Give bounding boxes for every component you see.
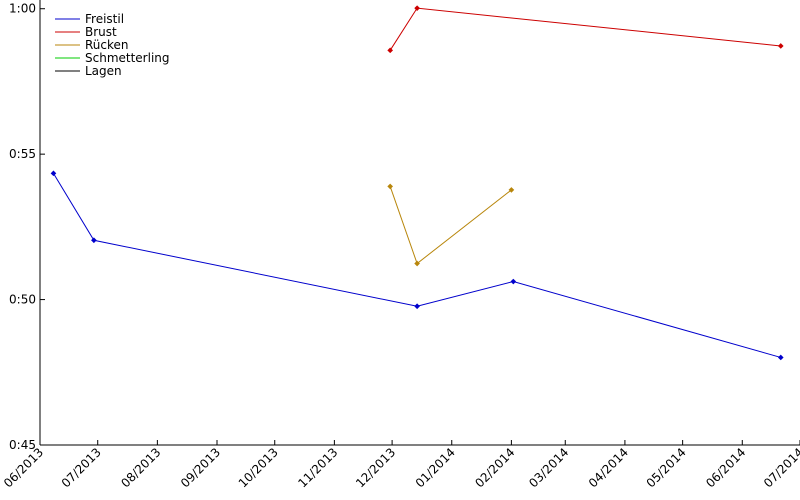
series-lines bbox=[50, 5, 784, 361]
series-line-2 bbox=[389, 186, 512, 265]
legend-label: Freistil bbox=[85, 12, 124, 26]
data-point bbox=[414, 303, 420, 310]
y-tick-label: 0:55 bbox=[9, 147, 36, 161]
data-point bbox=[414, 5, 420, 11]
series-line-1 bbox=[389, 7, 781, 51]
x-tick-label: 10/2013 bbox=[236, 445, 281, 490]
x-tick-label: 06/2014 bbox=[703, 445, 748, 490]
legend-label: Lagen bbox=[85, 64, 122, 78]
y-tick-label: 0:45 bbox=[9, 438, 36, 452]
data-point bbox=[50, 170, 57, 177]
data-point bbox=[510, 278, 517, 285]
data-point bbox=[508, 187, 515, 193]
data-point bbox=[777, 43, 784, 49]
x-tick-label: 11/2013 bbox=[295, 445, 340, 490]
x-tick-label: 02/2014 bbox=[472, 445, 517, 490]
x-tick-label: 05/2014 bbox=[644, 445, 689, 490]
y-tick-label: 1:00 bbox=[9, 2, 36, 16]
data-point bbox=[91, 237, 97, 244]
legend-label: Brust bbox=[85, 25, 117, 39]
x-ticks: 06/2013 07/2013 08/2013 09/2013 10/2013 11/20… bbox=[1, 440, 800, 490]
x-tick-label: 12/2013 bbox=[353, 445, 398, 490]
y-tick-label: 0:50 bbox=[9, 293, 36, 307]
x-tick-label: 03/2014 bbox=[526, 445, 571, 490]
x-tick-label: 07/2013 bbox=[59, 445, 104, 490]
x-tick-label: 07/2014 bbox=[761, 445, 800, 490]
legend-label: Rücken bbox=[85, 38, 129, 52]
x-tick-label: 08/2013 bbox=[118, 445, 163, 490]
data-point bbox=[777, 354, 784, 361]
data-point bbox=[387, 47, 394, 54]
y-ticks: 0:45 0:50 0:55 1:00 bbox=[9, 2, 45, 452]
data-point bbox=[414, 260, 420, 267]
legend-label: Schmetterling bbox=[85, 51, 170, 65]
axes bbox=[39, 0, 800, 446]
x-tick-label: 01/2014 bbox=[413, 445, 458, 490]
data-point bbox=[387, 183, 394, 190]
x-tick-label: 09/2013 bbox=[178, 445, 223, 490]
x-tick-label: 04/2014 bbox=[586, 445, 631, 490]
